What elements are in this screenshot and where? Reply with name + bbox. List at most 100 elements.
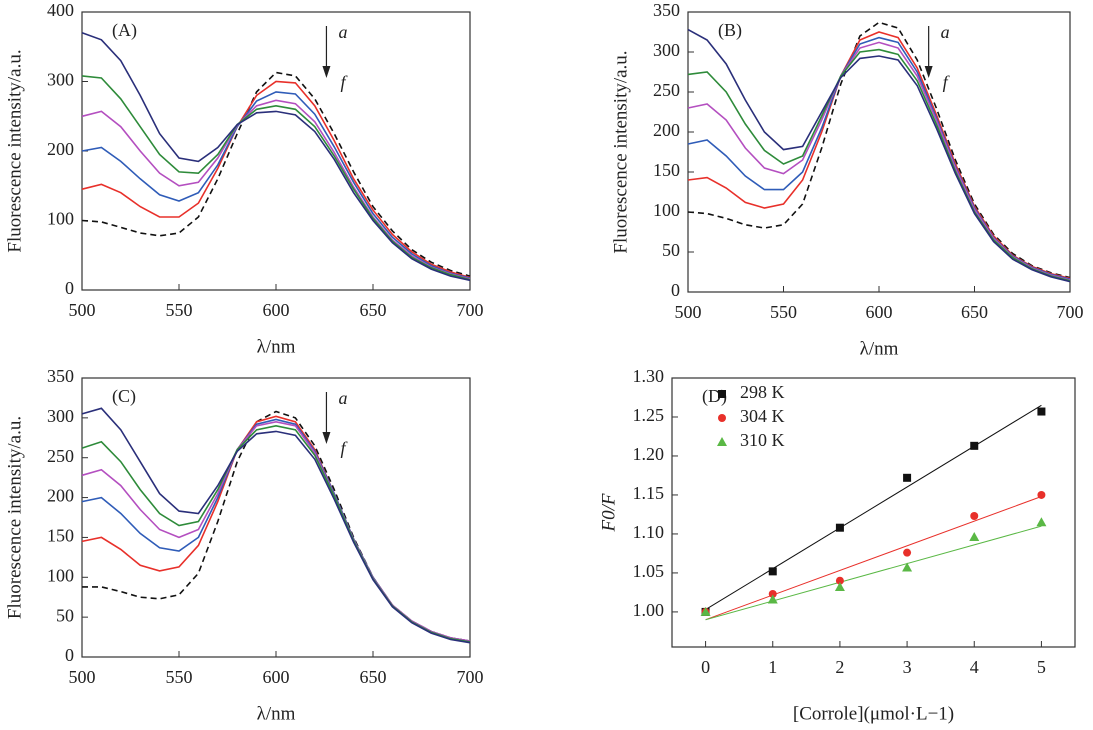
- y-axis-title: F0/F: [598, 493, 619, 532]
- x-axis-title: λ/nm: [860, 338, 899, 359]
- x-tick-label: 500: [69, 667, 96, 687]
- marker: [835, 576, 844, 585]
- y-tick-label: 350: [653, 0, 680, 20]
- x-tick-label: 3: [903, 657, 912, 677]
- spectrum-line: [687, 36, 1071, 280]
- fit-line: [705, 496, 1042, 621]
- y-axis-title: Fluorescence intensity/a.u.: [4, 416, 25, 619]
- x-tick-label: 600: [263, 300, 290, 320]
- x-tick-label: 700: [457, 300, 484, 320]
- y-tick-label: 0: [65, 645, 74, 665]
- arrow-label: f: [943, 72, 951, 92]
- plot-frame: [687, 11, 1071, 293]
- legend-marker: [717, 437, 727, 446]
- y-tick-label: 400: [47, 0, 74, 20]
- y-tick-label: 1.00: [633, 600, 665, 620]
- y-tick-label: 200: [47, 486, 74, 506]
- arrow-label: a: [338, 388, 347, 408]
- marker: [768, 589, 777, 598]
- legend-marker: [718, 414, 726, 422]
- legend-label: 298 K: [740, 382, 785, 402]
- marker: [767, 594, 778, 604]
- x-tick-label: 500: [675, 302, 702, 322]
- fit-line: [705, 404, 1042, 611]
- panel: 500 550 600 650 700 0 50 100 150 200 250 300 350 λ/nm…: [4, 366, 483, 724]
- x-tick-label: 550: [166, 300, 193, 320]
- panel: 500 550 600 650 700 0 100 200 300 400 λ/nm Fluoresc…: [4, 0, 483, 357]
- fit-line: [705, 525, 1042, 621]
- x-axis-title: λ/nm: [257, 336, 296, 357]
- marker: [969, 532, 980, 542]
- panel-label: (A): [112, 20, 137, 41]
- x-axis-title: [Corrole](μmol·L−1): [793, 703, 954, 724]
- spectrum-line: [81, 407, 471, 644]
- y-tick-label: 150: [47, 526, 74, 546]
- y-tick-label: 300: [47, 70, 74, 90]
- y-tick-label: 350: [47, 366, 74, 386]
- x-tick-label: 1: [768, 657, 777, 677]
- marker: [835, 523, 844, 532]
- spectrum-line: [81, 418, 471, 642]
- spectrum-line: [81, 80, 471, 279]
- arrow-head: [322, 432, 331, 444]
- spectrum-line: [81, 415, 471, 642]
- spectrum-line: [82, 410, 471, 642]
- x-tick-label: 500: [69, 300, 96, 320]
- marker: [1036, 517, 1047, 527]
- arrow-label: a: [338, 22, 347, 42]
- arrow-head: [322, 66, 331, 78]
- x-tick-label: 700: [457, 667, 484, 687]
- marker: [834, 581, 845, 591]
- y-axis-title: Fluorescence intensity/a.u.: [610, 50, 631, 253]
- x-tick-label: 650: [360, 667, 387, 687]
- spectrum-line: [81, 71, 471, 277]
- legend-label: 310 K: [740, 430, 785, 450]
- x-tick-label: 600: [866, 302, 893, 322]
- spectrum-line: [687, 31, 1071, 280]
- y-tick-label: 300: [47, 406, 74, 426]
- y-tick-label: 1.05: [633, 561, 665, 581]
- arrow-label: f: [340, 72, 348, 92]
- y-tick-label: 0: [671, 280, 680, 300]
- spectrum-line: [687, 41, 1071, 281]
- y-axis-title: Fluorescence intensity/a.u.: [4, 49, 25, 252]
- y-tick-label: 300: [653, 40, 680, 60]
- panel-label: (C): [112, 386, 136, 407]
- x-tick-label: 700: [1057, 302, 1084, 322]
- spectrum-line: [81, 75, 471, 281]
- marker: [902, 562, 913, 572]
- x-tick-label: 650: [360, 300, 387, 320]
- x-tick-label: 650: [961, 302, 988, 322]
- x-tick-label: 4: [970, 657, 979, 677]
- spectrum-line: [81, 420, 471, 642]
- y-tick-label: 250: [653, 80, 680, 100]
- panel: 500 550 600 650 700 0 50 100 150 200 250 300 350 λ/nm…: [610, 0, 1083, 359]
- spectrum-line: [687, 48, 1071, 282]
- spectrum-line: [81, 91, 471, 279]
- x-tick-label: 550: [166, 667, 193, 687]
- legend-label: 304 K: [740, 406, 785, 426]
- y-tick-label: 150: [653, 160, 680, 180]
- x-tick-label: 550: [770, 302, 797, 322]
- y-tick-label: 100: [47, 565, 74, 585]
- marker: [970, 441, 979, 450]
- spectrum-line: [687, 21, 1071, 279]
- y-tick-label: 1.15: [633, 483, 665, 503]
- panel-label: (B): [718, 20, 742, 41]
- spectrum-line: [81, 32, 471, 282]
- y-tick-label: 1.25: [633, 405, 665, 425]
- y-tick-label: 1.30: [633, 366, 665, 386]
- marker: [903, 548, 912, 557]
- y-tick-label: 1.10: [633, 522, 665, 542]
- marker: [768, 567, 777, 576]
- x-tick-label: 0: [701, 657, 710, 677]
- y-tick-label: 50: [662, 240, 680, 260]
- plot-frame: [671, 377, 1076, 648]
- legend-marker: [718, 390, 726, 398]
- marker: [970, 512, 979, 521]
- y-tick-label: 250: [47, 446, 74, 466]
- arrow-head: [924, 66, 933, 78]
- panel: 0 1 2 3 4 5 1.00 1.05 1.10 1.15 1.20 1.25 1.30 [Corro…: [598, 366, 1076, 724]
- x-tick-label: 5: [1037, 657, 1046, 677]
